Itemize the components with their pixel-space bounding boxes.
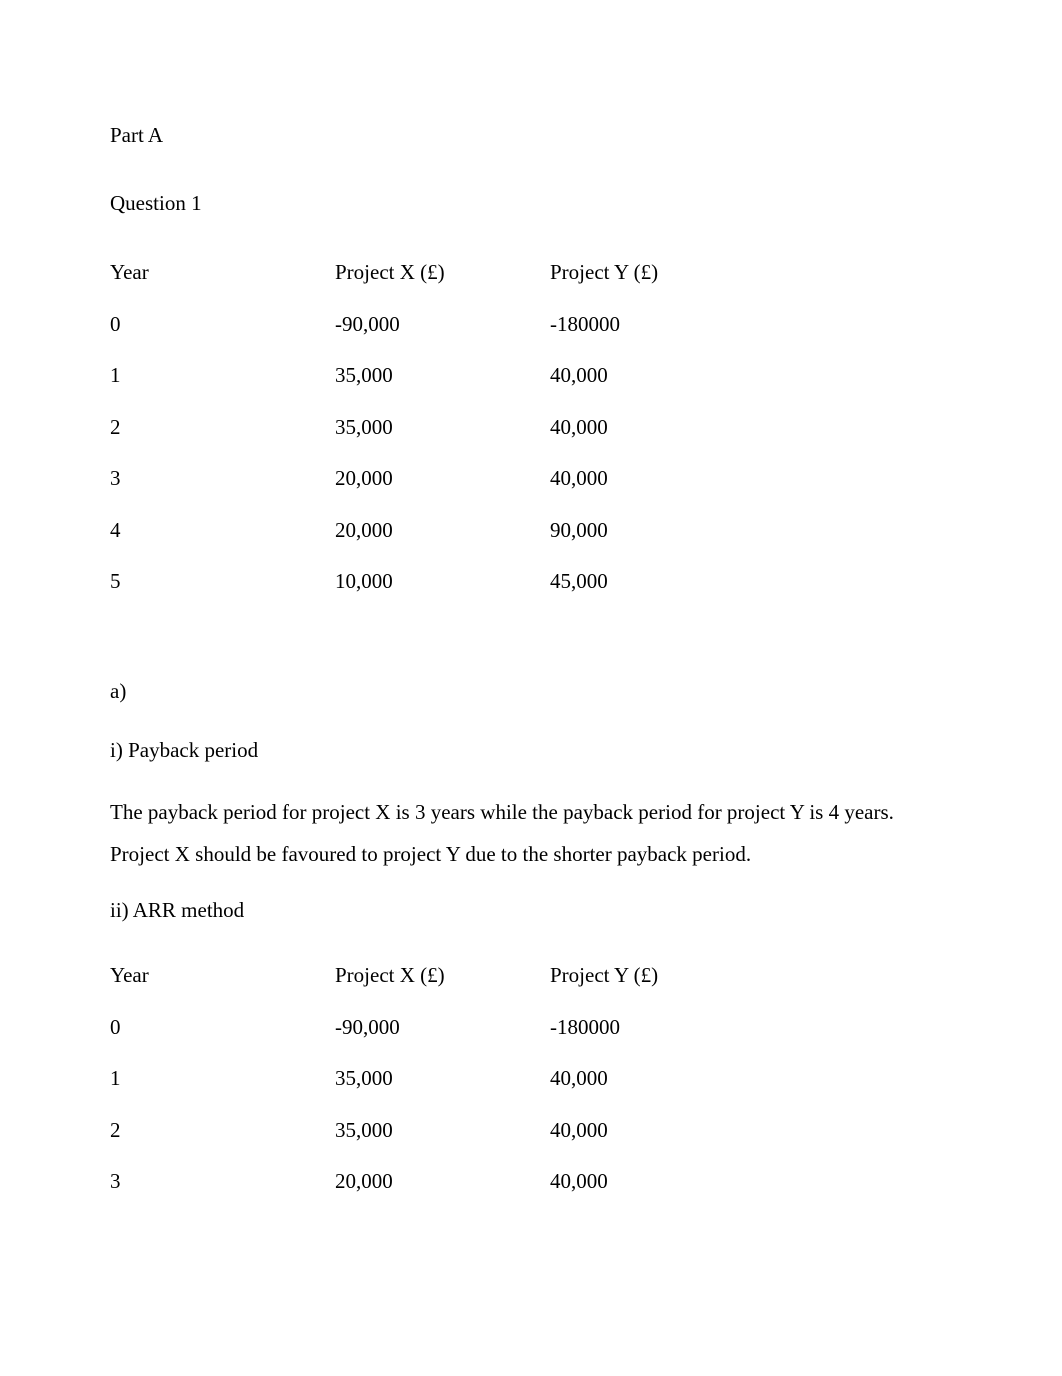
cell-year: 1 xyxy=(110,350,335,402)
cell-y: -180000 xyxy=(550,299,750,351)
cell-year: 1 xyxy=(110,1053,335,1105)
header-project-x: Project X (£) xyxy=(335,950,550,1002)
table-row: 0 -90,000 -180000 xyxy=(110,299,750,351)
cell-year: 3 xyxy=(110,453,335,505)
cell-year: 4 xyxy=(110,505,335,557)
cell-year: 0 xyxy=(110,299,335,351)
cell-y: 40,000 xyxy=(550,1105,750,1157)
cell-x: 35,000 xyxy=(335,350,550,402)
cell-x: 10,000 xyxy=(335,556,550,608)
cashflow-table-1: Year Project X (£) Project Y (£) 0 -90,0… xyxy=(110,247,750,608)
header-project-y: Project Y (£) xyxy=(550,950,750,1002)
header-year: Year xyxy=(110,950,335,1002)
payback-heading: i) Payback period xyxy=(110,735,952,767)
cell-y: 40,000 xyxy=(550,1053,750,1105)
cell-year: 5 xyxy=(110,556,335,608)
cell-x: 20,000 xyxy=(335,505,550,557)
header-year: Year xyxy=(110,247,335,299)
payback-body-text: The payback period for project X is 3 ye… xyxy=(110,791,952,875)
cell-y: 40,000 xyxy=(550,350,750,402)
arr-heading: ii) ARR method xyxy=(110,895,952,927)
cashflow-table-2: Year Project X (£) Project Y (£) 0 -90,0… xyxy=(110,950,750,1208)
cell-y: 45,000 xyxy=(550,556,750,608)
cell-year: 0 xyxy=(110,1002,335,1054)
cell-year: 3 xyxy=(110,1156,335,1208)
cell-year: 2 xyxy=(110,402,335,454)
table-row: 5 10,000 45,000 xyxy=(110,556,750,608)
table-row: 4 20,000 90,000 xyxy=(110,505,750,557)
cell-x: 20,000 xyxy=(335,453,550,505)
table-header-row: Year Project X (£) Project Y (£) xyxy=(110,247,750,299)
header-project-y: Project Y (£) xyxy=(550,247,750,299)
table-row: 3 20,000 40,000 xyxy=(110,453,750,505)
table-row: 2 35,000 40,000 xyxy=(110,1105,750,1157)
part-heading: Part A xyxy=(110,120,952,152)
cell-x: 35,000 xyxy=(335,1105,550,1157)
section-a-label: a) xyxy=(110,676,952,708)
cell-year: 2 xyxy=(110,1105,335,1157)
cell-y: 40,000 xyxy=(550,1156,750,1208)
cell-y: 90,000 xyxy=(550,505,750,557)
table-row: 0 -90,000 -180000 xyxy=(110,1002,750,1054)
question-heading: Question 1 xyxy=(110,188,952,220)
table-header-row: Year Project X (£) Project Y (£) xyxy=(110,950,750,1002)
cell-y: 40,000 xyxy=(550,453,750,505)
table-row: 3 20,000 40,000 xyxy=(110,1156,750,1208)
cell-x: 20,000 xyxy=(335,1156,550,1208)
cell-x: -90,000 xyxy=(335,1002,550,1054)
table-row: 2 35,000 40,000 xyxy=(110,402,750,454)
header-project-x: Project X (£) xyxy=(335,247,550,299)
table-row: 1 35,000 40,000 xyxy=(110,350,750,402)
cell-y: -180000 xyxy=(550,1002,750,1054)
cell-y: 40,000 xyxy=(550,402,750,454)
cell-x: -90,000 xyxy=(335,299,550,351)
table-row: 1 35,000 40,000 xyxy=(110,1053,750,1105)
cell-x: 35,000 xyxy=(335,402,550,454)
cell-x: 35,000 xyxy=(335,1053,550,1105)
